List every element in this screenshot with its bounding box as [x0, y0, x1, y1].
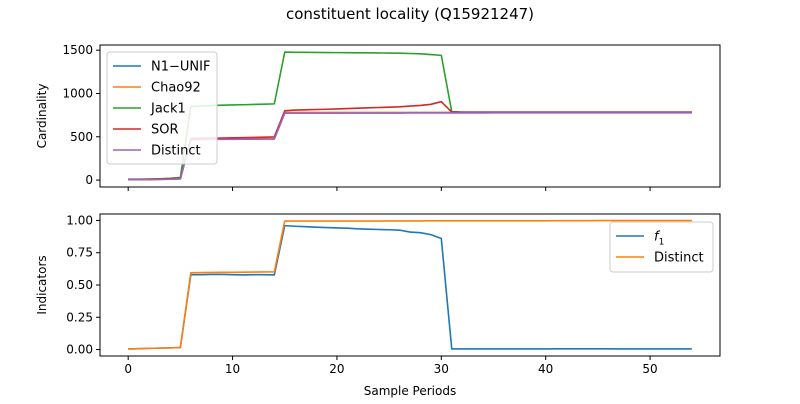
y-tick-label: 0.00	[66, 343, 93, 357]
series-line-distinct	[128, 112, 692, 181]
y-tick-label: 0.25	[66, 310, 93, 324]
legend-label: Distinct	[151, 144, 201, 159]
x-tick-label: 30	[434, 362, 449, 376]
x-tick-label: 40	[538, 362, 553, 376]
series-line-f	[128, 224, 692, 350]
legend-label: Jack1	[150, 102, 186, 117]
axes-frame	[99, 44, 721, 188]
y-axis-label: Cardinality	[35, 84, 49, 149]
x-axis-label: Sample Periods	[364, 384, 456, 398]
y-tick-label: 0	[85, 173, 93, 187]
x-tick-label: 50	[642, 362, 657, 376]
y-tick-label: 0.75	[66, 246, 93, 260]
y-tick-label: 1500	[62, 43, 93, 57]
legend-label: f1	[654, 230, 664, 248]
y-tick-label: 1000	[62, 86, 93, 100]
figure-title: constituent locality (Q15921247)	[286, 5, 534, 23]
y-tick-label: 500	[70, 130, 93, 144]
y-axis-label: Indicators	[35, 255, 49, 314]
legend-label: Chao92	[151, 81, 201, 96]
x-tick-label: 0	[124, 362, 132, 376]
legend: f1 Distinct	[609, 221, 714, 273]
legend-box	[106, 51, 218, 165]
legend: N1−UNIF Chao92 Jack1 SOR Distinct	[106, 51, 218, 165]
indicators-panel: 0 10 20 30 40 50 0.00 0.25 0.50 0.75 1.00 Indicator…	[35, 213, 721, 398]
series-line-distinct	[128, 219, 692, 350]
legend-label: N1−UNIF	[151, 60, 210, 75]
legend-box	[609, 221, 714, 273]
x-tick-label: 10	[225, 362, 240, 376]
legend-label: Distinct	[654, 251, 704, 266]
y-tick-label: 1.00	[66, 213, 93, 227]
x-tick-label: 20	[329, 362, 344, 376]
y-tick-label: 0.50	[66, 278, 93, 292]
cardinality-panel: 0 500 1000 1500 Cardinality N1−UNIF Chao92 Jack…	[35, 43, 721, 191]
legend-label: SOR	[151, 123, 179, 138]
